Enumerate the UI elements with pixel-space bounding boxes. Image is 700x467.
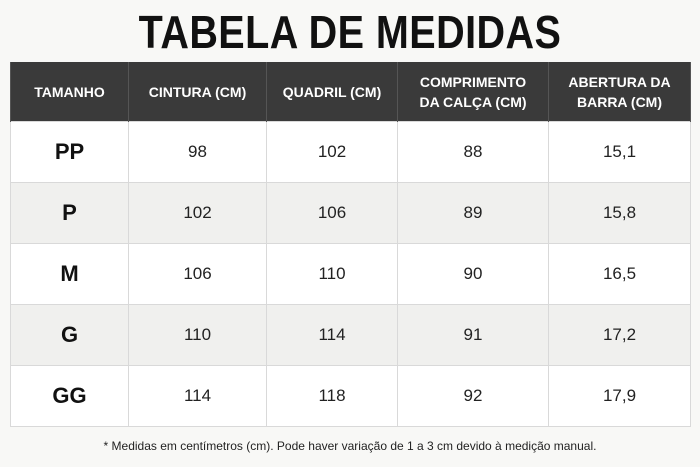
table-row: GG 114 118 92 17,9	[10, 365, 691, 427]
cintura-cell: 98	[128, 121, 267, 183]
comprimento-cell: 91	[397, 304, 549, 366]
quadril-cell: 110	[266, 243, 398, 305]
quadril-cell: 106	[266, 182, 398, 244]
header-abertura: ABERTURA DA BARRA (CM)	[548, 62, 691, 122]
comprimento-cell: 89	[397, 182, 549, 244]
comprimento-cell: 90	[397, 243, 549, 305]
abertura-cell: 15,1	[548, 121, 691, 183]
cintura-cell: 106	[128, 243, 267, 305]
abertura-cell: 17,2	[548, 304, 691, 366]
table-row: G 110 114 91 17,2	[10, 304, 691, 366]
quadril-cell: 114	[266, 304, 398, 366]
cintura-cell: 110	[128, 304, 267, 366]
table-row: P 102 106 89 15,8	[10, 182, 691, 244]
size-cell: G	[10, 304, 129, 366]
header-tamanho: TAMANHO	[10, 62, 129, 122]
header-quadril: QUADRIL (CM)	[266, 62, 398, 122]
footnote: * Medidas em centímetros (cm). Pode have…	[103, 439, 597, 453]
size-cell: PP	[10, 121, 129, 183]
size-cell: GG	[10, 365, 129, 427]
table-row: M 106 110 90 16,5	[10, 243, 691, 305]
quadril-cell: 102	[266, 121, 398, 183]
size-cell: P	[10, 182, 129, 244]
header-comprimento: COMPRIMENTO DA CALÇA (CM)	[397, 62, 549, 122]
size-cell: M	[10, 243, 129, 305]
page-title: TABELA DE MEDIDAS	[138, 6, 562, 58]
comprimento-cell: 92	[397, 365, 549, 427]
abertura-cell: 15,8	[548, 182, 691, 244]
comprimento-cell: 88	[397, 121, 549, 183]
size-table: TAMANHO CINTURA (CM) QUADRIL (CM) COMPRI…	[10, 62, 691, 427]
cintura-cell: 102	[128, 182, 267, 244]
header-cintura: CINTURA (CM)	[128, 62, 267, 122]
table-header-row: TAMANHO CINTURA (CM) QUADRIL (CM) COMPRI…	[10, 62, 691, 122]
table-row: PP 98 102 88 15,1	[10, 121, 691, 183]
abertura-cell: 17,9	[548, 365, 691, 427]
quadril-cell: 118	[266, 365, 398, 427]
cintura-cell: 114	[128, 365, 267, 427]
abertura-cell: 16,5	[548, 243, 691, 305]
